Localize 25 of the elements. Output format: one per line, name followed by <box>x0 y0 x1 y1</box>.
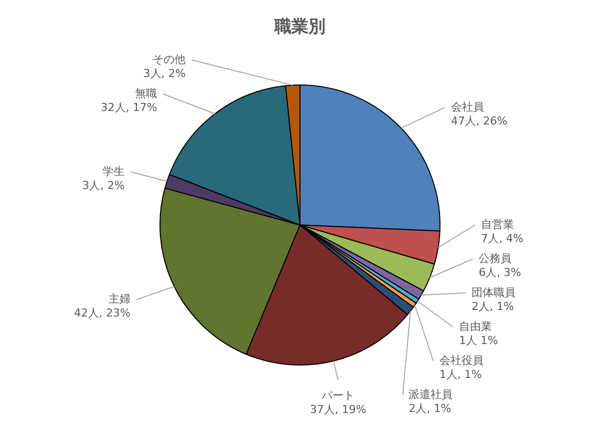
slice-label: パート <box>320 389 355 402</box>
slice-label: 無職 <box>135 87 158 100</box>
slice-label: 団体職員 <box>472 286 516 299</box>
data-label: 3人, 2% <box>82 178 125 192</box>
slice-label: その他 <box>152 53 186 66</box>
data-label: 37人, 19% <box>310 403 366 416</box>
data-label: 7人, 4% <box>481 232 524 245</box>
slice-label: 自由業 <box>458 320 492 333</box>
data-label: 2人, 1% <box>408 402 452 415</box>
slice-label: 会社役員 <box>439 354 484 367</box>
slice-label: 主婦 <box>108 292 130 306</box>
chart-title: 職業別 <box>274 17 326 37</box>
data-label: 47人, 26% <box>450 114 508 128</box>
data-label: 3人, 2% <box>143 67 186 80</box>
slice-label: 自営業 <box>481 218 514 231</box>
data-label: 6人, 3% <box>478 266 522 279</box>
slice-label: 公務員 <box>478 252 512 265</box>
data-label: 32人, 17% <box>100 101 158 114</box>
slice-label: 派遣社員 <box>408 388 453 401</box>
data-label: 42人, 23% <box>74 306 130 320</box>
data-label: 1人 1% <box>458 334 498 347</box>
slice-label: 学生 <box>102 164 125 178</box>
data-label: 2人, 1% <box>472 300 514 313</box>
slice-label: 会社員 <box>450 100 484 114</box>
data-label: 1人, 1% <box>439 368 482 381</box>
